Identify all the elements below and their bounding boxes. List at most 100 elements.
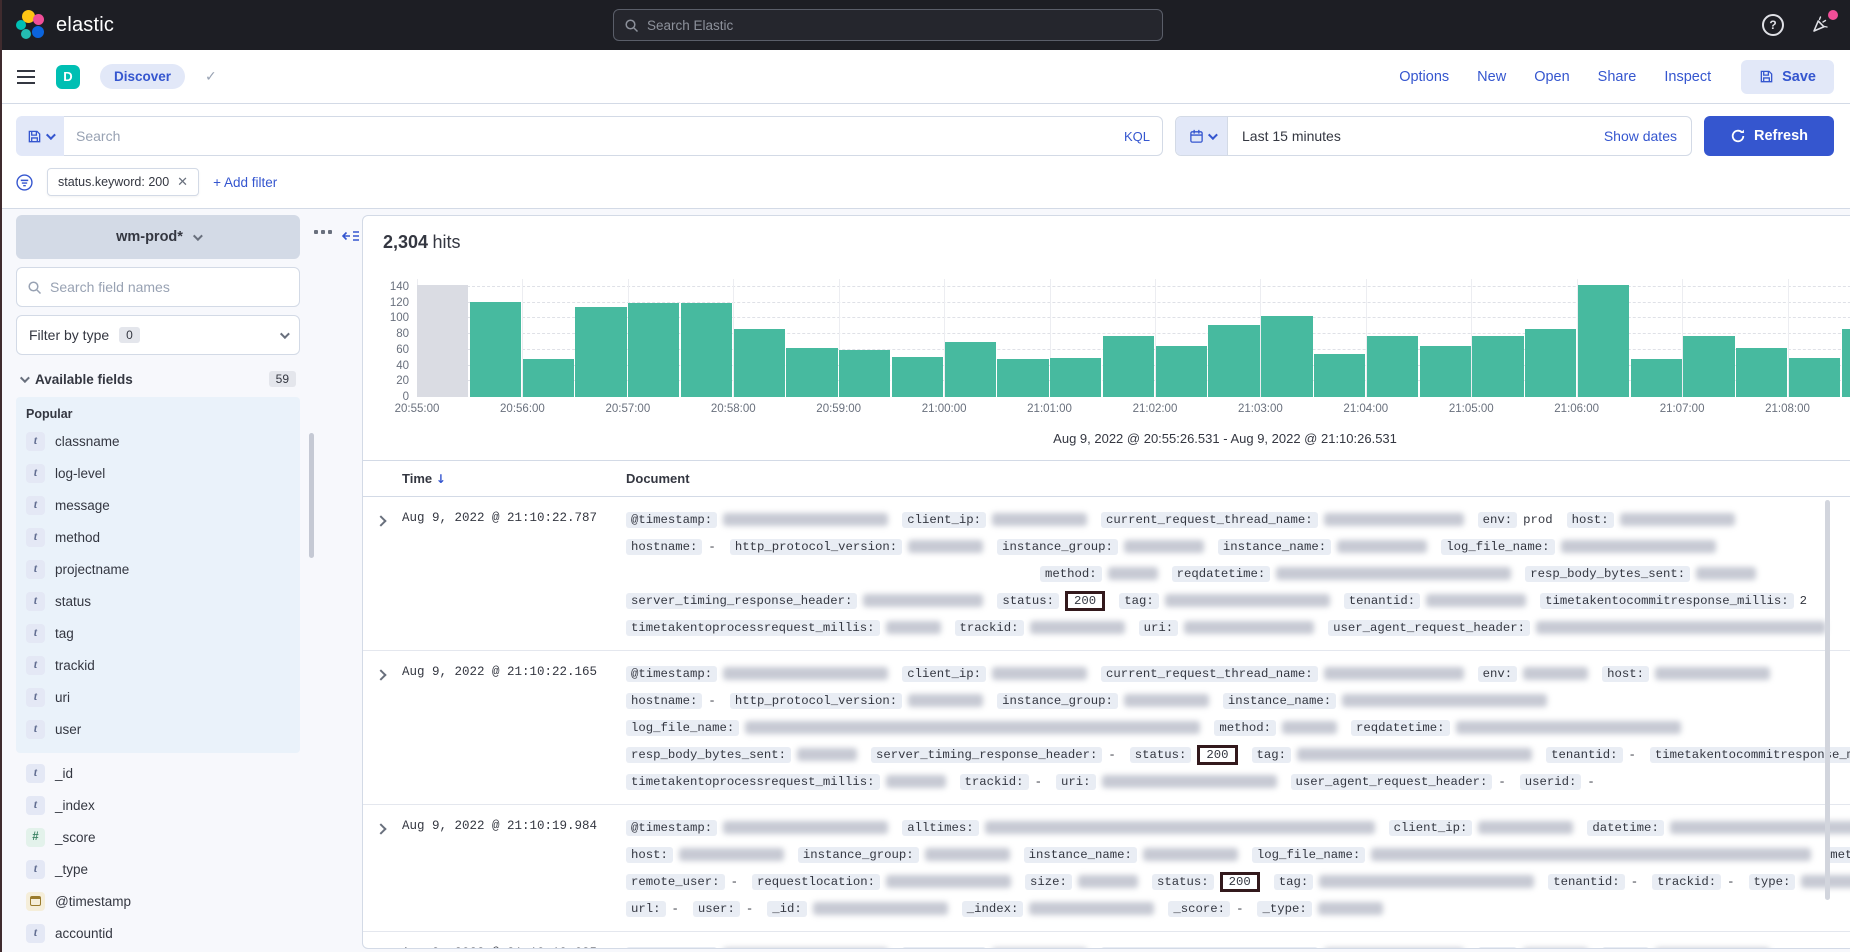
table-row[interactable]: Aug 9, 2022 @ 21:10:19.984 @timestamp: all… <box>363 805 1850 932</box>
time-column-header[interactable]: Time ↓ <box>402 471 446 486</box>
collapse-sidebar-icon[interactable] <box>342 229 360 243</box>
field-search-input[interactable] <box>50 279 289 295</box>
global-search-input[interactable] <box>647 17 1152 33</box>
show-dates-button[interactable]: Show dates <box>1603 128 1677 144</box>
filter-by-type-select[interactable]: Filter by type 0 <box>16 315 300 355</box>
histogram-bar[interactable] <box>997 359 1049 397</box>
chevron-right-icon <box>375 515 387 527</box>
field-value-pair: tenantid: - <box>1546 746 1636 763</box>
expand-row-button[interactable] <box>363 660 402 795</box>
histogram-bar[interactable] <box>522 359 574 397</box>
table-scrollbar[interactable] <box>1825 500 1830 900</box>
save-button[interactable]: Save <box>1741 59 1834 94</box>
histogram-bar[interactable] <box>469 301 522 397</box>
available-fields-header[interactable]: Available fields 59 <box>19 371 296 387</box>
field-item-trackid[interactable]: t trackid <box>24 649 292 681</box>
remove-filter-icon[interactable]: ✕ <box>177 174 189 189</box>
histogram-bar[interactable] <box>891 356 944 397</box>
histogram-bar[interactable] <box>680 303 733 397</box>
date-quick-select-button[interactable] <box>1176 117 1228 155</box>
field-item-_type[interactable]: t _type <box>24 853 292 885</box>
field-item-user[interactable]: t user <box>24 713 292 745</box>
newsfeed-icon[interactable] <box>1810 10 1838 37</box>
help-icon[interactable]: ? <box>1762 14 1784 36</box>
histogram-bar[interactable] <box>944 341 996 397</box>
add-filter-button[interactable]: + Add filter <box>213 174 278 190</box>
histogram-plot[interactable]: 0 20 40 60 80 100 120 140 <box>390 279 1850 403</box>
doc-field-name: uri: <box>1138 619 1179 636</box>
space-avatar[interactable]: D <box>56 64 80 89</box>
grid-line <box>417 301 1850 303</box>
breadcrumb-discover[interactable]: Discover <box>100 64 186 89</box>
histogram-bar[interactable] <box>575 307 627 397</box>
sidebar-scrollbar[interactable] <box>309 433 314 558</box>
histogram-bar[interactable] <box>733 328 785 397</box>
x-axis-tick: 21:00:00 <box>921 403 967 415</box>
histogram-bar[interactable] <box>1788 357 1841 397</box>
histogram-bar[interactable] <box>1208 325 1260 397</box>
histogram-bar[interactable] <box>1472 335 1524 397</box>
time-range-value[interactable]: Last 15 minutes <box>1242 128 1341 144</box>
field-type-icon: t <box>26 431 45 451</box>
histogram-bar[interactable] <box>1102 335 1155 397</box>
table-row[interactable]: Aug 9, 2022 @ 21:10:22.165 @timestamp: cli… <box>363 651 1850 805</box>
field-item-method[interactable]: t method <box>24 521 292 553</box>
histogram-bar[interactable] <box>786 348 838 397</box>
histogram-bar[interactable] <box>1841 328 1850 397</box>
filter-pill-status[interactable]: status.keyword: 200 ✕ <box>47 168 200 196</box>
expand-row-button[interactable] <box>363 941 402 948</box>
document-line: method: reqdatetime: resp_body_bytes_sent: <box>626 560 1850 587</box>
doc-field-value: - <box>745 901 754 916</box>
histogram-bar[interactable] <box>1630 359 1682 397</box>
share-button[interactable]: Share <box>1597 68 1637 85</box>
expand-row-button[interactable] <box>363 506 402 641</box>
histogram-bar[interactable] <box>1155 345 1207 397</box>
table-row[interactable]: Aug 9, 2022 @ 21:10:19.635@timestamp: cli… <box>363 932 1850 949</box>
sort-desc-icon[interactable]: ↓ <box>435 472 446 486</box>
field-item-accountid[interactable]: t accountid <box>24 917 292 949</box>
field-value-pair: @timestamp: <box>626 511 889 528</box>
field-item-status[interactable]: t status <box>24 585 292 617</box>
field-item-uri[interactable]: t uri <box>24 681 292 713</box>
field-item-@timestamp[interactable]: @timestamp <box>24 885 292 917</box>
histogram-bar[interactable] <box>1261 315 1313 397</box>
global-search[interactable] <box>613 9 1163 41</box>
index-pattern-switcher[interactable]: wm-prod* <box>16 215 300 259</box>
inspect-button[interactable]: Inspect <box>1664 68 1712 85</box>
filter-bar: status.keyword: 200 ✕ + Add filter <box>0 166 1850 209</box>
histogram-bar[interactable] <box>1419 345 1471 397</box>
redacted-value <box>723 948 888 949</box>
refresh-button[interactable]: Refresh <box>1704 116 1834 156</box>
field-item-message[interactable]: t message <box>24 489 292 521</box>
options-button[interactable]: Options <box>1399 68 1450 85</box>
field-actions-icon[interactable] <box>314 229 332 235</box>
saved-query-menu-button[interactable] <box>16 116 64 156</box>
histogram-bar[interactable] <box>417 284 469 397</box>
expand-row-button[interactable] <box>363 814 402 922</box>
field-item-_id[interactable]: t _id <box>24 757 292 789</box>
new-button[interactable]: New <box>1477 68 1507 85</box>
histogram-bar[interactable] <box>1314 353 1366 397</box>
histogram-bar[interactable] <box>1050 357 1102 397</box>
histogram-bar[interactable] <box>1366 335 1419 397</box>
histogram-bar[interactable] <box>1736 348 1788 397</box>
query-language-button[interactable]: KQL <box>1123 128 1150 144</box>
kql-query-input[interactable] <box>76 128 1124 144</box>
open-button[interactable]: Open <box>1534 68 1570 85</box>
filter-icon[interactable] <box>16 173 33 191</box>
field-item-log-level[interactable]: t log-level <box>24 457 292 489</box>
field-item-classname[interactable]: t classname <box>24 425 292 457</box>
histogram-bar[interactable] <box>1525 328 1577 397</box>
field-item-projectname[interactable]: t projectname <box>24 553 292 585</box>
field-item-_score[interactable]: # _score <box>24 821 292 853</box>
histogram-bar[interactable] <box>1577 285 1630 397</box>
histogram-bar[interactable] <box>628 302 680 397</box>
field-value-pair: userid: - <box>1519 773 1595 790</box>
histogram-bar[interactable] <box>839 349 891 397</box>
field-item-_index[interactable]: t _index <box>24 789 292 821</box>
menu-hamburger-icon[interactable] <box>16 69 36 85</box>
histogram-bar[interactable] <box>1683 335 1735 397</box>
elastic-logo[interactable]: elastic <box>16 10 114 40</box>
table-row[interactable]: Aug 9, 2022 @ 21:10:22.787 @timestamp: cli… <box>363 497 1850 651</box>
field-item-tag[interactable]: t tag <box>24 617 292 649</box>
